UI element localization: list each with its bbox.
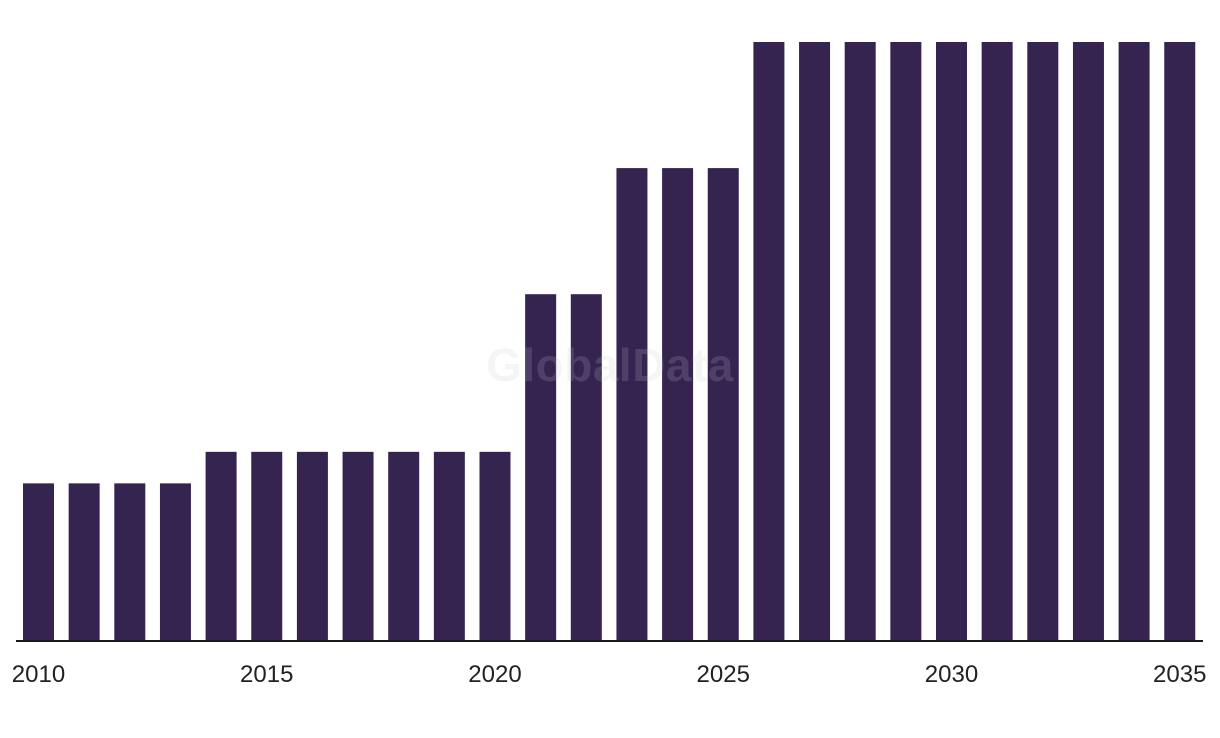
x-tick-label-2035: 2035 xyxy=(1153,661,1206,688)
x-tick-label-2010: 2010 xyxy=(12,661,65,688)
bar-2011 xyxy=(68,483,100,641)
bar-2017 xyxy=(342,451,374,641)
bar-2034 xyxy=(1118,42,1150,641)
bar-2018 xyxy=(388,451,420,641)
bar-2033 xyxy=(1072,42,1104,641)
bar-2010 xyxy=(23,483,54,641)
x-tick-label-2025: 2025 xyxy=(697,661,750,688)
bar-2016 xyxy=(296,451,328,641)
x-tick-label-2015: 2015 xyxy=(240,661,293,688)
bar-2026 xyxy=(753,42,785,641)
bar-2030 xyxy=(936,42,967,641)
bar-2013 xyxy=(159,483,191,641)
bar-2025 xyxy=(707,168,739,642)
bar-2027 xyxy=(799,42,831,641)
bar-2022 xyxy=(570,294,602,641)
bar-2020 xyxy=(479,451,511,641)
bar-2019 xyxy=(433,451,465,641)
bar-2024 xyxy=(662,168,694,642)
bar-2035 xyxy=(1164,42,1196,641)
x-tick-label-2020: 2020 xyxy=(468,661,521,688)
bar-2021 xyxy=(525,294,557,641)
bar-2012 xyxy=(114,483,146,641)
bar-2023 xyxy=(616,168,648,642)
x-tick-labels: 2010 2015 2020 2025 2030 2035 xyxy=(12,661,1207,688)
bar-2015 xyxy=(251,451,283,641)
bar-2029 xyxy=(890,42,922,641)
bar-2028 xyxy=(844,42,876,641)
x-tick-label-2030: 2030 xyxy=(925,661,978,688)
bar-2032 xyxy=(1027,42,1059,641)
bar-2031 xyxy=(981,42,1013,641)
bar-2014 xyxy=(205,451,237,641)
bars-group xyxy=(23,42,1196,642)
